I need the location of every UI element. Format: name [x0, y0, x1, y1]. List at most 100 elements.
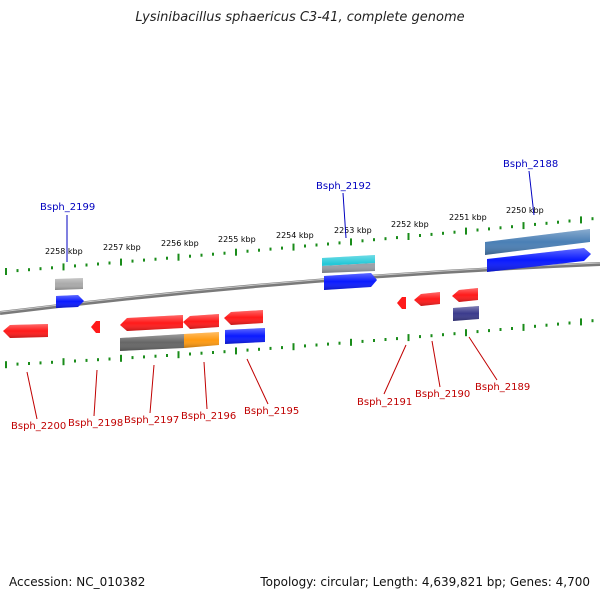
scale-top-tick — [269, 247, 272, 251]
scale-top-tick — [97, 262, 99, 266]
scale-bottom-tick — [304, 344, 306, 348]
gene-bsph-2200-shade — [3, 324, 48, 338]
scale-top-tick — [143, 258, 145, 262]
scale-top-tick — [545, 221, 548, 225]
scale-bottom-tick — [488, 329, 490, 333]
accession-text: Accession: NC_010382 — [9, 575, 146, 589]
gene-bsph-2195-shade — [224, 310, 263, 325]
scale-top-tick — [5, 268, 7, 275]
scale-top-tick — [200, 253, 203, 257]
scale-top-tick — [258, 248, 260, 252]
scale-bottom-tick — [407, 334, 410, 342]
scale-bottom-tick — [74, 359, 76, 363]
scale-bottom-tick — [154, 354, 157, 358]
scale-top-tick — [327, 242, 329, 246]
gene-bsph-2188-steel-shade — [485, 229, 590, 255]
scale-top-tick — [212, 252, 214, 256]
bottom-label-leaders — [26, 336, 498, 420]
label-bsph-2200[interactable]: Bsph_2200 — [11, 421, 66, 432]
label-bsph-2199[interactable]: Bsph_2199 — [40, 202, 95, 213]
gene-bsph-2192-shade — [322, 255, 375, 273]
scale-top-tick — [430, 232, 433, 236]
genome-backbone-highlight — [0, 262, 600, 313]
label-bsph-2189[interactable]: Bsph_2189 — [475, 382, 530, 393]
label-bsph-2188[interactable]: Bsph_2188 — [503, 159, 558, 170]
scale-bottom-tick — [62, 358, 65, 366]
scale-label-2251: 2251 kbp — [449, 213, 487, 222]
scale-top-tick — [28, 268, 30, 272]
scale-label-2253: 2253 kbp — [334, 226, 372, 235]
scale-bottom-tick — [499, 328, 502, 331]
scale-bottom-tick — [430, 334, 433, 338]
leader-bsph-2191 — [383, 344, 407, 395]
scale-top-tick — [557, 220, 559, 224]
scale-top-tick — [407, 233, 410, 240]
gene-bsph-2191[interactable] — [397, 297, 406, 309]
scale-bottom-tick — [16, 362, 19, 366]
gene-bsph-2199-gray-shade — [55, 278, 83, 290]
scale-bottom-tick — [131, 356, 134, 360]
bottom-strand-features — [3, 288, 479, 351]
scale-top-tick — [488, 227, 490, 231]
scale-top-tick — [465, 227, 467, 235]
scale-top-tick — [85, 263, 88, 267]
label-bsph-2198[interactable]: Bsph_2198 — [68, 418, 123, 429]
scale-bottom-tick — [465, 329, 467, 337]
gene-bsph-2197-shade — [120, 315, 183, 331]
scale-bottom-tick — [51, 360, 53, 364]
scale-label-2250: 2250 kbp — [506, 206, 544, 215]
scale-bottom-tick — [350, 338, 352, 346]
scale-bottom-tick — [292, 343, 295, 351]
scale-bottom-tick — [108, 357, 111, 361]
scale-bottom-tick — [522, 323, 525, 331]
scale-top-tick — [189, 254, 191, 258]
scale-bottom-tick — [384, 338, 387, 341]
scale-label-2254: 2254 kbp — [276, 231, 314, 240]
gene-bsph-2190-shade — [414, 292, 440, 306]
scale-bottom-tick — [246, 348, 249, 352]
scale-bottom-tick — [534, 324, 536, 328]
gene-bsph-2189-shade — [452, 288, 478, 302]
scale-bottom-tick — [258, 347, 260, 351]
scale-top-tick — [246, 249, 249, 253]
scale-bottom-tick — [189, 352, 191, 356]
topology-text: Topology: circular; Length: 4,639,821 bp… — [260, 575, 590, 589]
scale-bottom-tick — [338, 341, 341, 345]
scale-bottom-tick — [28, 362, 30, 365]
scale-top-tick — [361, 239, 364, 243]
label-bsph-2195[interactable]: Bsph_2195 — [244, 406, 299, 417]
scale-bottom-tick — [97, 358, 99, 362]
scale-top-tick — [223, 251, 226, 255]
top-label-leaders — [66, 170, 535, 262]
leader-bsph-2198 — [93, 369, 98, 417]
scale-top-tick — [120, 258, 122, 266]
scale-bottom-tick — [580, 318, 582, 326]
scale-top-tick — [16, 269, 19, 273]
scale-top-tick — [315, 243, 318, 247]
scale-top-tick — [304, 244, 306, 248]
scale-top-tick — [511, 225, 513, 229]
gene-bsph-2196-shade — [183, 314, 219, 329]
label-bsph-2191[interactable]: Bsph_2191 — [357, 397, 412, 408]
gene-bsph-2196-orange-shade — [184, 332, 219, 348]
leader-bsph-2197 — [149, 364, 155, 414]
genome-backbone — [0, 262, 600, 315]
label-bsph-2190[interactable]: Bsph_2190 — [415, 389, 470, 400]
gene-bsph-2198[interactable] — [91, 321, 100, 333]
bottom-labels: Bsph_2200 Bsph_2198 Bsph_2197 Bsph_2196 … — [11, 382, 530, 432]
scale-bottom-tick — [223, 350, 226, 354]
leader-bsph-2189 — [468, 336, 498, 381]
leader-bsph-2196 — [203, 361, 208, 410]
scale-bottom-tick — [269, 346, 272, 350]
scale-bottom-tick — [166, 354, 168, 357]
label-bsph-2192[interactable]: Bsph_2192 — [316, 181, 371, 192]
scale-bottom-tick — [419, 335, 421, 339]
scale-top-tick — [384, 237, 387, 241]
label-bsph-2197[interactable]: Bsph_2197 — [124, 415, 179, 426]
scale-bottom-tick — [39, 361, 42, 365]
scale-bottom-tick — [361, 339, 364, 343]
scale-top-tick — [442, 231, 444, 235]
scale-top-tick — [235, 248, 237, 256]
label-bsph-2196[interactable]: Bsph_2196 — [181, 411, 236, 422]
scale-bottom-tick — [545, 323, 548, 327]
